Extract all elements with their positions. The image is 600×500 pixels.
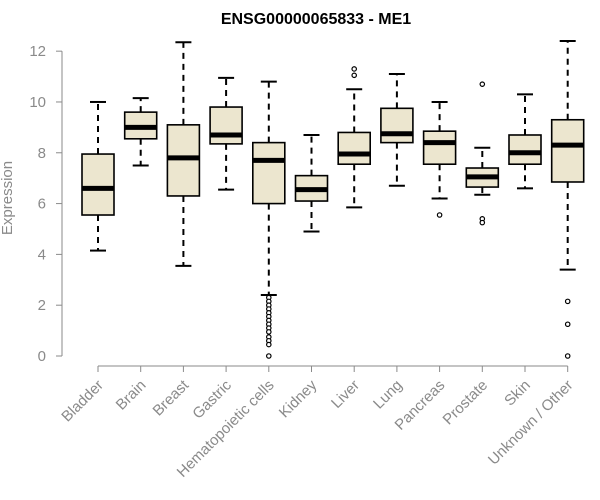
y-tick-label: 10 — [29, 94, 46, 111]
x-tick-label: Prostate — [440, 377, 492, 429]
outlier-point — [265, 353, 272, 359]
box-group — [337, 66, 372, 209]
y-tick-label: 6 — [38, 196, 46, 213]
iqr-box — [508, 134, 542, 166]
iqr-box — [166, 124, 201, 197]
y-tick-label: 8 — [38, 145, 46, 162]
iqr-box — [252, 141, 286, 205]
box-group — [166, 41, 201, 267]
outlier-point — [265, 329, 272, 335]
iqr-box — [337, 131, 372, 166]
y-tick-label: 2 — [38, 297, 46, 314]
x-tick-label: Skin — [501, 377, 534, 410]
iqr-box — [422, 130, 457, 166]
outlier-point — [479, 81, 486, 87]
plot-area — [81, 40, 585, 359]
y-tick-label: 4 — [38, 246, 46, 263]
outlier-point — [564, 298, 571, 305]
x-tick-label: Bladder — [58, 377, 107, 426]
box-group — [81, 100, 115, 252]
box-group — [465, 81, 500, 226]
y-axis-label: Expression — [0, 161, 16, 235]
box-group — [422, 100, 457, 218]
chart-title: ENSG00000065833 - ME1 — [221, 11, 411, 28]
y-tick-label: 0 — [38, 348, 46, 365]
x-tick-label: Breast — [150, 376, 193, 419]
y-tick-label: 12 — [29, 43, 46, 60]
outlier-point — [564, 321, 571, 328]
iqr-box — [550, 118, 585, 183]
outlier-point — [265, 341, 272, 348]
box-group — [209, 76, 243, 191]
box-group — [123, 97, 158, 167]
outlier-point — [351, 66, 358, 72]
box-group — [252, 80, 286, 359]
x-tick-label: Kidney — [276, 376, 321, 421]
box-group — [508, 93, 542, 190]
box-group — [380, 73, 414, 187]
x-tick-label: Brain — [113, 377, 150, 414]
iqr-box — [380, 107, 414, 144]
outlier-point — [351, 72, 358, 79]
x-tick-label: Lung — [370, 377, 406, 413]
outlier-point — [436, 212, 443, 218]
y-axis: 0 2 4 6 8 10 12 — [29, 43, 63, 365]
outlier-point — [479, 219, 486, 226]
box-group — [550, 40, 585, 359]
outlier-point — [564, 353, 571, 359]
iqr-box — [209, 106, 243, 145]
box-group — [294, 133, 329, 233]
iqr-box — [81, 153, 115, 216]
x-tick-label: Liver — [328, 377, 363, 412]
